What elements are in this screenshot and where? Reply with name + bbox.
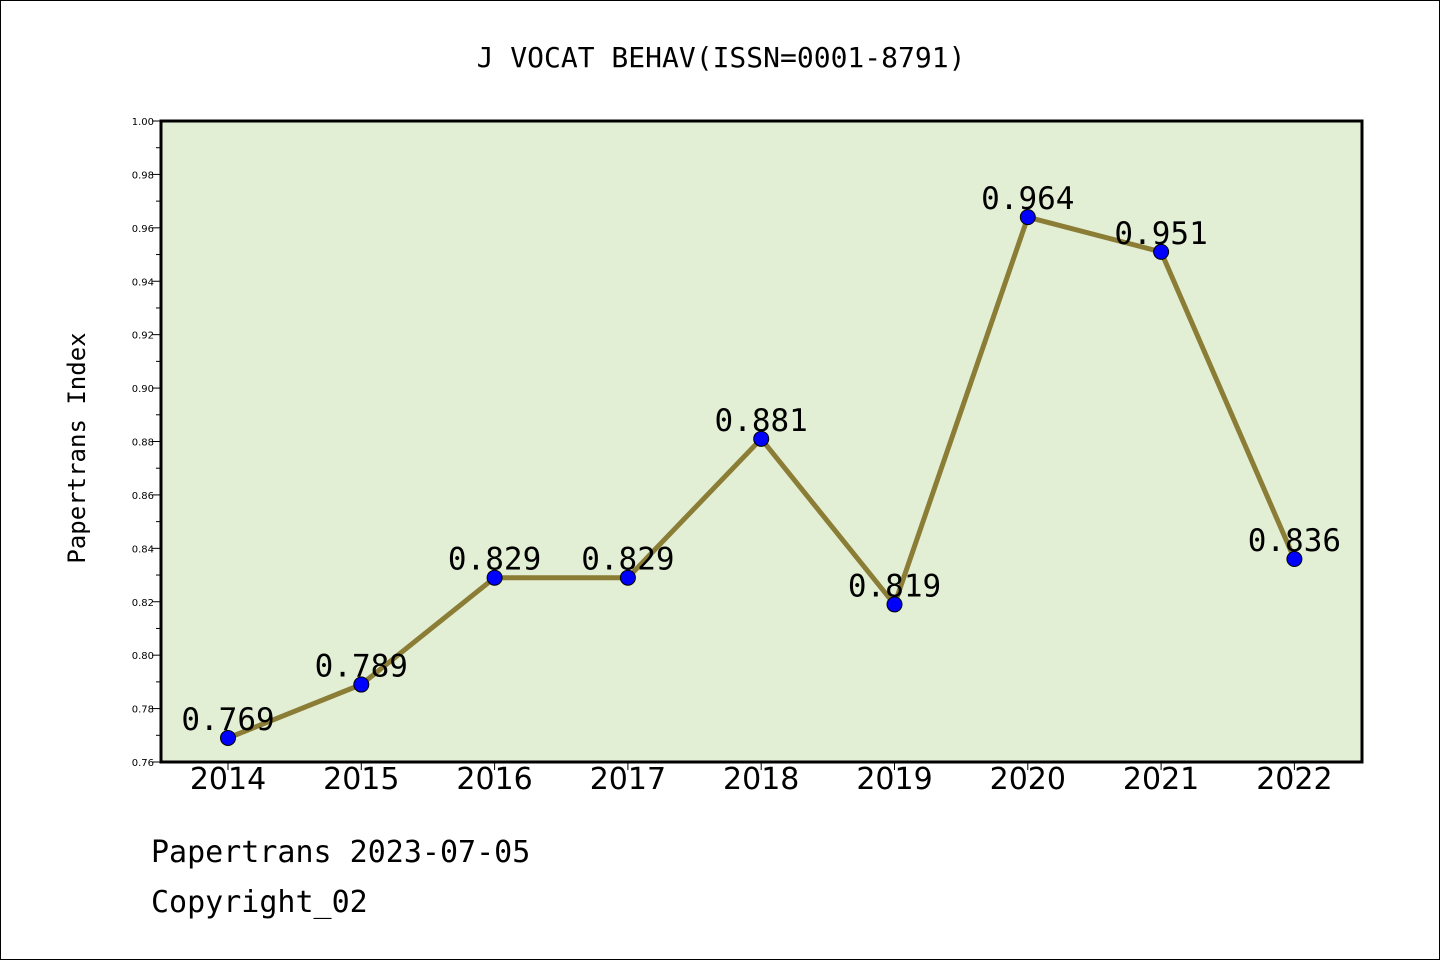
x-tick-label: 2017 [590, 762, 666, 797]
x-tick-label: 2022 [1256, 762, 1332, 797]
data-point [1153, 243, 1170, 260]
y-tick-label: 0.94 [132, 277, 154, 288]
data-point [886, 596, 903, 613]
y-tick-label: 0.84 [132, 544, 154, 555]
x-axis: 2014 2015 2016 2017 2018 2019 2020 2021 2022 [190, 762, 1333, 797]
footer-copyright: Copyright_02 [151, 885, 368, 920]
data-label: 0.819 [848, 568, 941, 604]
data-point [353, 676, 370, 693]
series-papertrans-index [220, 209, 1303, 746]
data-point [1019, 209, 1036, 226]
y-tick-label: 0.76 [132, 758, 154, 769]
y-axis: 0.76 0.78 0.80 0.82 0.84 0.86 0.88 0.90 0.92 0.94… [132, 117, 161, 769]
data-label: 0.836 [1248, 523, 1341, 559]
y-tick-label: 0.78 [132, 705, 154, 716]
y-tick-label: 1.00 [132, 117, 154, 128]
data-label: 0.951 [1114, 216, 1207, 252]
y-tick-label: 0.88 [132, 438, 154, 449]
y-tick-label: 0.98 [132, 170, 154, 181]
x-tick-label: 2021 [1123, 762, 1199, 797]
y-tick-label: 0.96 [132, 224, 154, 235]
data-label: 0.881 [715, 403, 808, 439]
data-labels: 0.769 0.789 0.829 0.829 0.881 0.819 0.964 0.951… [181, 181, 1341, 738]
x-tick-label: 2014 [190, 762, 266, 797]
x-tick-label: 2015 [323, 762, 399, 797]
data-point [220, 729, 236, 746]
data-point [753, 430, 770, 447]
x-tick-label: 2020 [990, 762, 1066, 797]
x-tick-label: 2016 [456, 762, 532, 797]
x-tick-label: 2019 [856, 762, 932, 797]
y-tick-label: 0.92 [132, 331, 154, 342]
y-axis-label: Papertrans Index [63, 332, 91, 563]
y-tick-label: 0.82 [132, 598, 154, 609]
x-tick-label: 2018 [723, 762, 799, 797]
data-label: 0.789 [315, 649, 408, 685]
y-tick-label: 0.90 [132, 384, 154, 395]
y-tick-label: 0.86 [132, 491, 154, 502]
data-label: 0.964 [981, 181, 1074, 217]
chart-title: J VOCAT BEHAV(ISSN=0001-8791) [477, 41, 966, 74]
data-point [1286, 551, 1303, 568]
data-label: 0.829 [448, 542, 541, 578]
data-point [619, 569, 636, 586]
y-tick-label: 0.80 [132, 651, 154, 662]
data-label: 0.829 [581, 542, 674, 578]
footer-date: Papertrans 2023-07-05 [151, 835, 531, 870]
data-label: 0.769 [181, 702, 274, 738]
data-point [486, 569, 503, 586]
